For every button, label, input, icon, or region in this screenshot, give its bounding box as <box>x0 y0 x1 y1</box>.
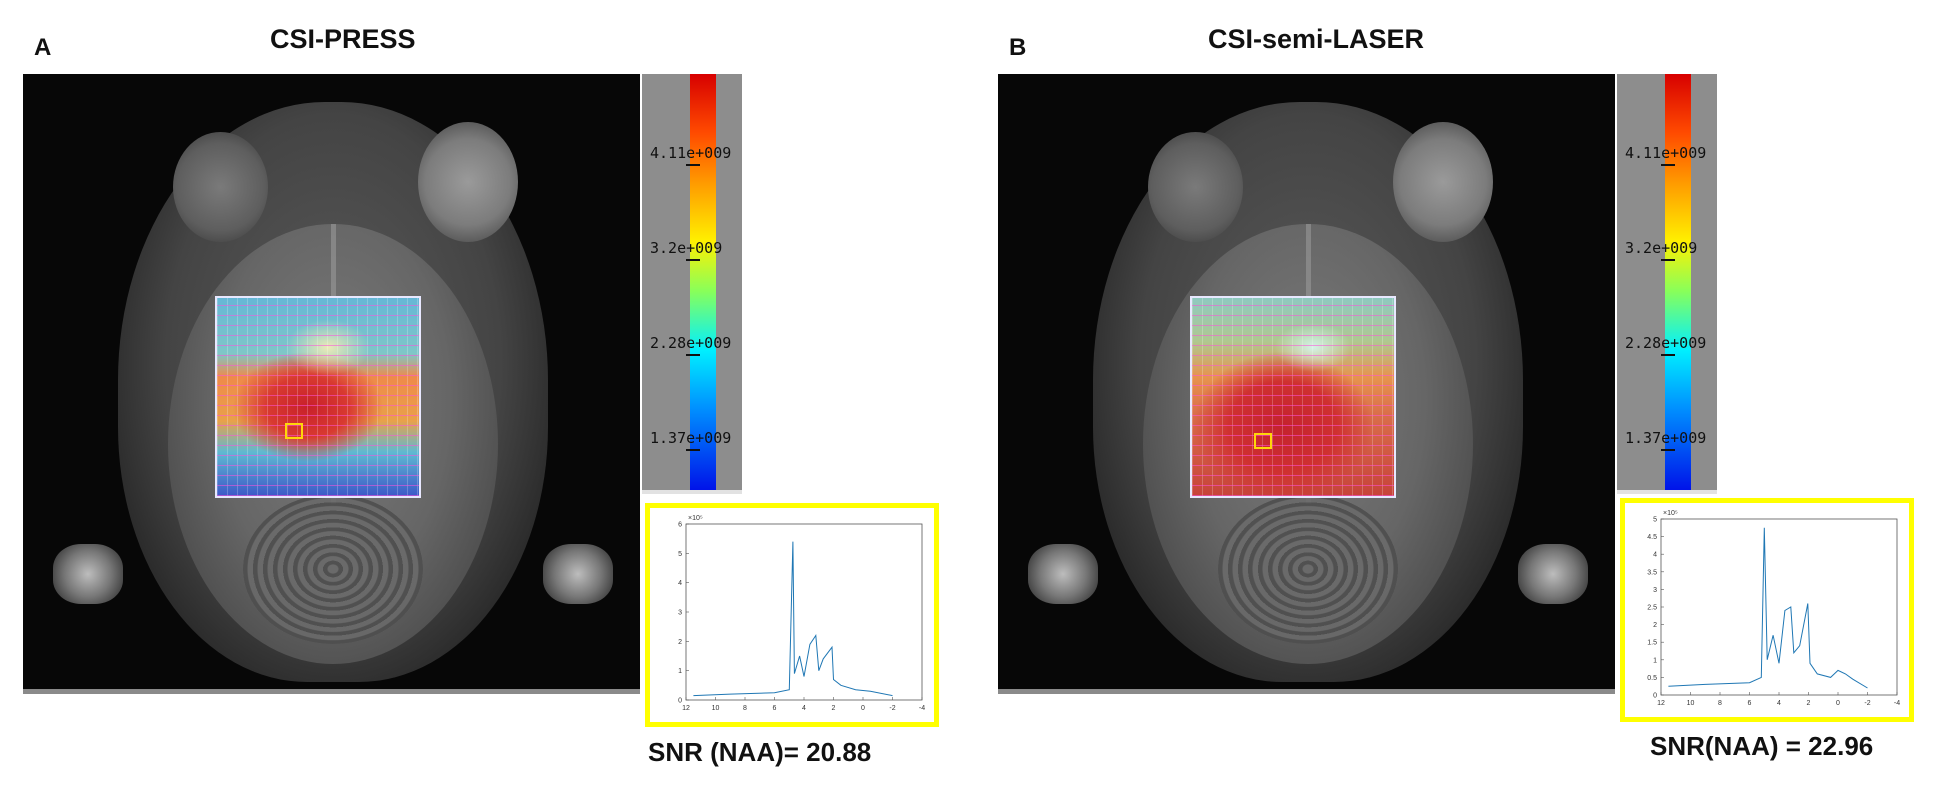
colorbar: 4.11e+009 3.2e+009 2.28e+009 1.37e+009 <box>1617 74 1717 494</box>
colorbar-gradient <box>1665 74 1691 492</box>
colorbar-tick-mark <box>686 259 700 261</box>
x-tick-label: -4 <box>919 705 925 712</box>
x-tick-label: -2 <box>1864 700 1870 707</box>
cerebellum-region <box>243 494 423 644</box>
x-tick-label: 6 <box>773 705 777 712</box>
panel-a: A CSI-PRESS 4.11e+009 3.2e+009 2.28e+009… <box>0 0 960 807</box>
right-eye-region <box>1393 122 1493 242</box>
plot-frame <box>1660 518 1898 696</box>
x-tick-label: 0 <box>861 705 865 712</box>
right-eye-region <box>418 122 518 242</box>
colorbar-bottom-border <box>642 490 742 494</box>
colorbar-tick-label: 3.2e+009 <box>650 239 723 257</box>
x-tick-label: 4 <box>802 705 806 712</box>
colorbar-tick-label: 4.11e+009 <box>1625 144 1707 162</box>
y-tick-label: 3 <box>1653 587 1657 594</box>
left-ear-region <box>53 544 123 604</box>
y-tick-label: 4.5 <box>1647 534 1657 541</box>
x-tick-label: 4 <box>1777 700 1781 707</box>
left-eye-region <box>173 132 268 242</box>
right-ear-region <box>1518 544 1588 604</box>
spectrum-inset: ×10⁵ 6 5 4 3 2 1 0 12 10 8 6 4 2 0 -2 -4 <box>645 503 939 727</box>
x-tick-label: 10 <box>712 705 720 712</box>
x-tick-label: -4 <box>1894 700 1900 707</box>
y-tick-label: 2 <box>678 639 682 646</box>
x-tick-label: -2 <box>889 705 895 712</box>
csi-overlay-grid <box>1190 296 1396 498</box>
y-tick-label: 4 <box>678 580 682 587</box>
mri-image <box>998 74 1615 694</box>
x-tick-label: 8 <box>743 705 747 712</box>
spectrum-line <box>693 541 893 697</box>
y-tick-label: 1 <box>1653 657 1657 664</box>
y-tick-label: 0 <box>678 698 682 705</box>
exponent-label: ×10⁵ <box>688 515 703 522</box>
left-eye-region <box>1148 132 1243 242</box>
x-tick-label: 12 <box>682 705 690 712</box>
plot-frame <box>685 523 923 701</box>
y-tick-label: 1 <box>678 668 682 675</box>
spectrum-line <box>1668 527 1868 689</box>
colorbar-tick-label: 4.11e+009 <box>650 144 732 162</box>
panel-title: CSI-semi-LASER <box>1208 24 1425 54</box>
mri-image <box>23 74 640 694</box>
spectrum-inset: ×10⁵ 5 4.5 4 3.5 3 2.5 2 1.5 1 0.5 0 12 10 8 6 4 2 0 -2 -4 <box>1620 498 1914 722</box>
panel-letter: B <box>1009 34 1027 61</box>
colorbar-tick-label: 2.28e+009 <box>650 334 732 352</box>
cerebellum-region <box>1218 494 1398 644</box>
colorbar-tick-label: 1.37e+009 <box>1625 429 1707 447</box>
colorbar: 4.11e+009 3.2e+009 2.28e+009 1.37e+009 <box>642 74 742 494</box>
y-tick-label: 2.5 <box>1647 605 1657 612</box>
x-tick-label: 10 <box>1687 700 1695 707</box>
csi-overlay-grid <box>215 296 421 498</box>
x-tick-label: 6 <box>1748 700 1752 707</box>
voxel-grid-lines <box>217 298 419 496</box>
colorbar-tick-mark <box>1661 164 1675 166</box>
y-tick-label: 3.5 <box>1647 569 1657 576</box>
y-tick-label: 2 <box>1653 622 1657 629</box>
panel-letter: A <box>34 34 52 61</box>
snr-label: SNR (NAA)= 20.88 <box>648 737 872 767</box>
colorbar-tick-mark <box>1661 354 1675 356</box>
colorbar-tick-mark <box>1661 259 1675 261</box>
y-tick-label: 5 <box>678 551 682 558</box>
y-tick-label: 5 <box>1653 517 1657 524</box>
x-tick-label: 2 <box>1807 700 1811 707</box>
x-tick-label: 12 <box>1657 700 1665 707</box>
colorbar-tick-label: 2.28e+009 <box>1625 334 1707 352</box>
left-ear-region <box>1028 544 1098 604</box>
colorbar-gradient <box>690 74 716 492</box>
y-tick-label: 0 <box>1653 693 1657 700</box>
colorbar-tick-mark <box>686 449 700 451</box>
y-tick-label: 0.5 <box>1647 675 1657 682</box>
selected-voxel-marker[interactable] <box>1254 433 1272 449</box>
colorbar-tick-mark <box>686 354 700 356</box>
image-bottom-border <box>23 689 640 694</box>
y-tick-label: 6 <box>678 522 682 529</box>
x-tick-label: 0 <box>1836 700 1840 707</box>
colorbar-tick-label: 1.37e+009 <box>650 429 732 447</box>
x-tick-label: 2 <box>832 705 836 712</box>
colorbar-tick-mark <box>686 164 700 166</box>
y-tick-label: 3 <box>678 610 682 617</box>
voxel-grid-lines <box>1192 298 1394 496</box>
selected-voxel-marker[interactable] <box>285 423 303 439</box>
image-bottom-border <box>998 689 1615 694</box>
colorbar-tick-label: 3.2e+009 <box>1625 239 1698 257</box>
y-tick-label: 4 <box>1653 552 1657 559</box>
exponent-label: ×10⁵ <box>1663 510 1678 517</box>
y-tick-label: 1.5 <box>1647 640 1657 647</box>
snr-label: SNR(NAA) = 22.96 <box>1650 731 1874 761</box>
right-ear-region <box>543 544 613 604</box>
colorbar-tick-mark <box>1661 449 1675 451</box>
x-tick-label: 8 <box>1718 700 1722 707</box>
colorbar-bottom-border <box>1617 490 1717 494</box>
panel-b: B CSI-semi-LASER 4.11e+009 3.2e+009 2.28… <box>975 0 1935 807</box>
panel-title: CSI-PRESS <box>270 24 416 54</box>
